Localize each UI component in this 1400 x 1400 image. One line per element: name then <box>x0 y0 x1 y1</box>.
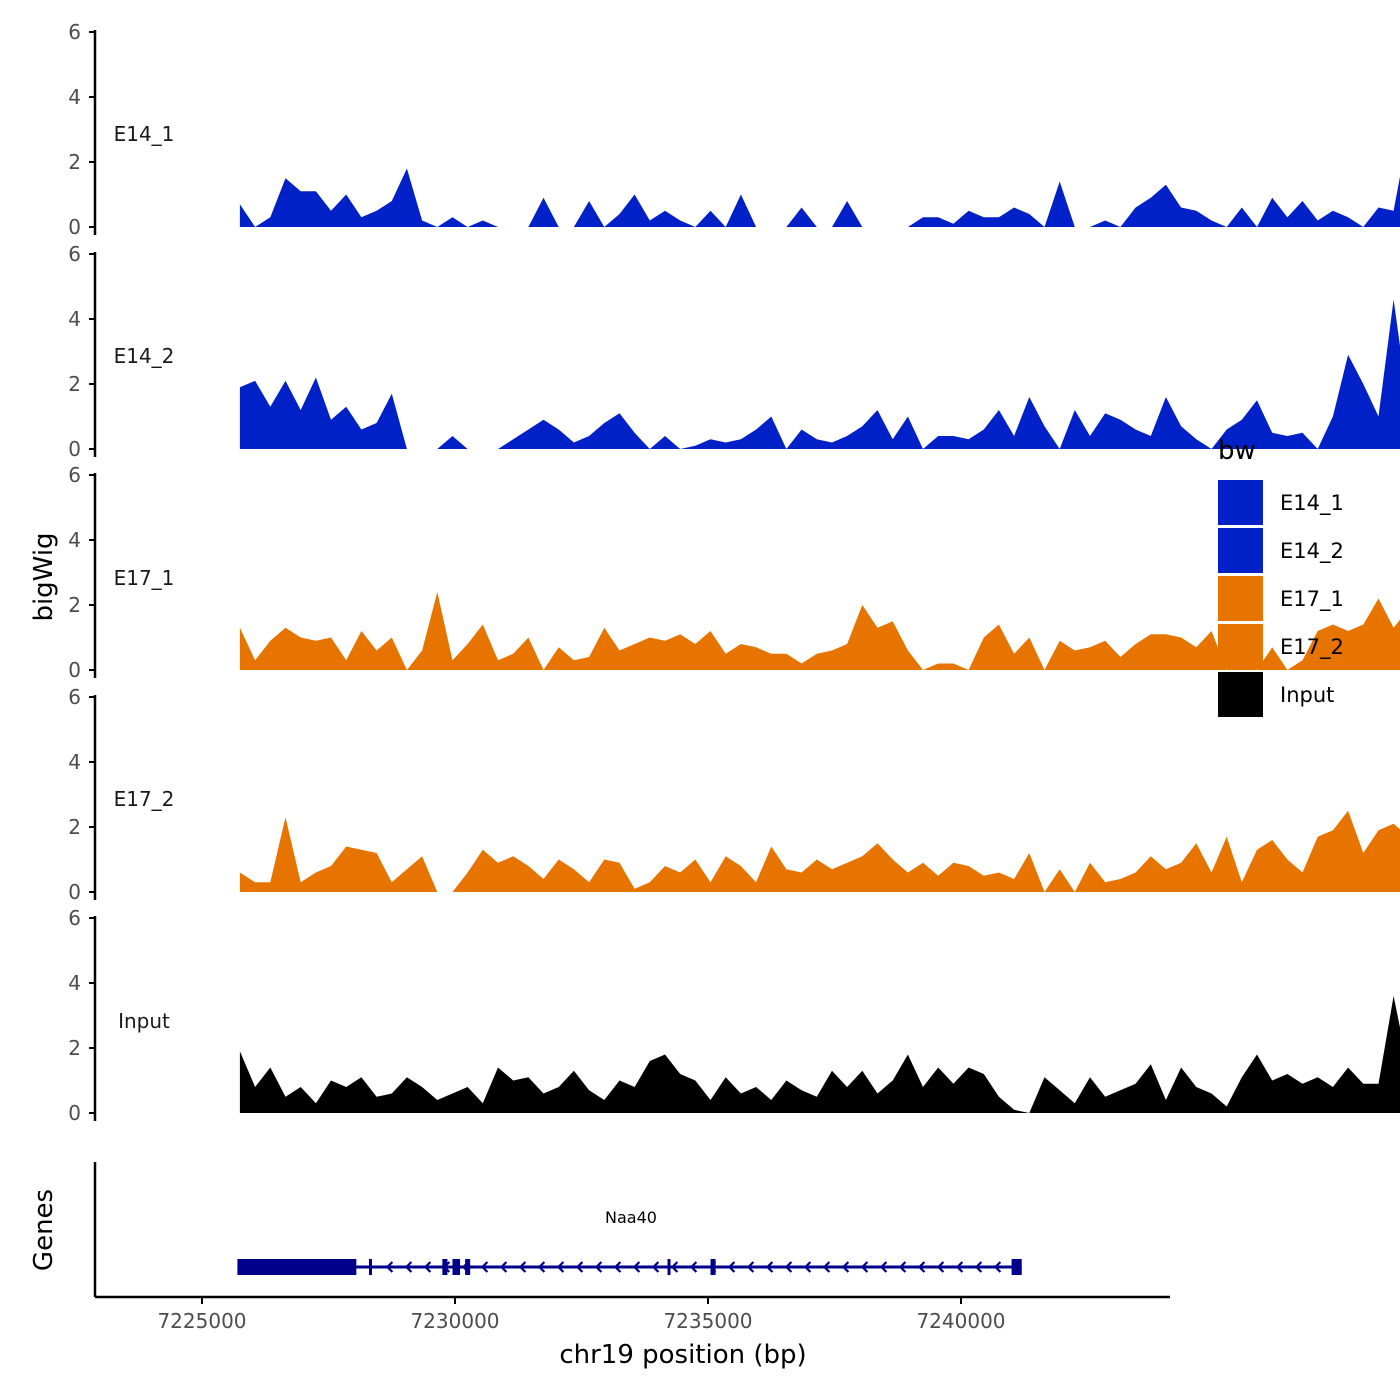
legend-swatch-e17_1 <box>1218 576 1263 621</box>
y-tick-label: 0 <box>68 215 81 239</box>
x-tick-label: 7240000 <box>916 1309 1005 1333</box>
strand-arrow <box>499 1261 508 1273</box>
strand-arrow <box>993 1261 1002 1273</box>
y-axis-title: bigWig <box>29 532 59 621</box>
y-tick-label: 0 <box>68 1101 81 1125</box>
y-tick-label: 6 <box>68 906 81 930</box>
y-tick-label: 2 <box>68 372 81 396</box>
strand-arrow <box>841 1261 850 1273</box>
strand-arrow <box>670 1261 679 1273</box>
x-axis: 7225000 7230000 7235000 7240000 <box>95 1295 1170 1333</box>
strand-arrow <box>613 1261 622 1273</box>
y-tick-label: 4 <box>68 528 81 552</box>
strand-arrow <box>404 1261 413 1273</box>
y-tick-label: 2 <box>68 1036 81 1060</box>
track-panel-e17_1: 0 2 4 6 E17_1 <box>68 463 1400 682</box>
signal-area-e17_1 <box>239 592 1400 670</box>
tracks-layer: 0 2 4 6 E14_1 0 2 4 6 E14_2 0 2 4 6 E17_1 0 2 4 6 E17_2 0 2 4 6… <box>68 20 1400 1125</box>
gene-exon <box>710 1259 716 1275</box>
strand-arrow <box>423 1261 432 1273</box>
gene-exon <box>465 1259 471 1275</box>
strand-arrow <box>575 1261 584 1273</box>
legend-label-e14_1: E14_1 <box>1280 491 1344 516</box>
track-label-input: Input <box>118 1009 170 1033</box>
strand-arrow <box>860 1261 869 1273</box>
strand-arrow <box>385 1261 394 1273</box>
track-panel-e14_1: 0 2 4 6 E14_1 <box>68 20 1400 239</box>
strand-arrow <box>556 1261 565 1273</box>
gene-exon <box>237 1259 357 1275</box>
track-label-e17_2: E17_2 <box>114 787 175 811</box>
strand-arrow <box>955 1261 964 1273</box>
strand-arrow <box>879 1261 888 1273</box>
x-axis-title: chr19 position (bp) <box>559 1340 806 1370</box>
strand-arrow <box>936 1261 945 1273</box>
legend-swatch-e14_2 <box>1218 528 1263 573</box>
legend-label-e14_2: E14_2 <box>1280 539 1344 564</box>
strand-arrow <box>917 1261 926 1273</box>
legend-label-input: Input <box>1280 683 1334 707</box>
track-panel-input: 0 2 4 6 Input <box>68 906 1400 1125</box>
y-tick-label: 0 <box>68 437 81 461</box>
y-tick-label: 6 <box>68 20 81 44</box>
gene-exon <box>368 1259 372 1275</box>
legend-swatch-input <box>1218 672 1263 717</box>
strand-arrow <box>727 1261 736 1273</box>
legend: bw E14_1 E14_2 E17_1 E17_2 Input <box>1218 436 1344 717</box>
strand-arrow <box>689 1261 698 1273</box>
legend-title: bw <box>1218 436 1256 466</box>
strand-arrow <box>537 1261 546 1273</box>
y-tick-label: 0 <box>68 658 81 682</box>
track-label-e14_2: E14_2 <box>114 344 175 368</box>
track-panel-e17_2: 0 2 4 6 E17_2 <box>68 685 1400 904</box>
strand-arrow <box>651 1261 660 1273</box>
y-tick-label: 4 <box>68 971 81 995</box>
genes-track: Naa40 <box>93 1162 1022 1297</box>
y-tick-label: 6 <box>68 685 81 709</box>
strand-arrow <box>518 1261 527 1273</box>
strand-arrow <box>480 1261 489 1273</box>
legend-label-e17_2: E17_2 <box>1280 635 1344 660</box>
strand-arrow <box>898 1261 907 1273</box>
y-tick-label: 2 <box>68 150 81 174</box>
track-label-e17_1: E17_1 <box>114 566 175 590</box>
strand-arrow <box>803 1261 812 1273</box>
strand-arrow <box>746 1261 755 1273</box>
strand-arrow <box>632 1261 641 1273</box>
gene-exon <box>442 1259 448 1275</box>
x-tick-label: 7235000 <box>663 1309 752 1333</box>
legend-swatch-e17_2 <box>1218 624 1263 669</box>
strand-arrow <box>822 1261 831 1273</box>
signal-area-input <box>239 996 1400 1113</box>
y-tick-label: 6 <box>68 463 81 487</box>
strand-arrow <box>974 1261 983 1273</box>
track-panel-e14_2: 0 2 4 6 E14_2 <box>68 242 1400 461</box>
gene-exon <box>452 1259 461 1275</box>
y-tick-label: 2 <box>68 815 81 839</box>
legend-swatch-e14_1 <box>1218 480 1263 525</box>
signal-area-e17_2 <box>239 810 1400 892</box>
signal-area-e14_2 <box>239 299 1400 449</box>
y-tick-label: 4 <box>68 85 81 109</box>
y-tick-label: 4 <box>68 750 81 774</box>
strand-arrow <box>594 1261 603 1273</box>
y-tick-label: 6 <box>68 242 81 266</box>
y-tick-label: 0 <box>68 880 81 904</box>
strand-arrow <box>784 1261 793 1273</box>
x-tick-label: 7230000 <box>410 1309 499 1333</box>
x-tick-label: 7225000 <box>157 1309 246 1333</box>
strand-arrow <box>765 1261 774 1273</box>
signal-area-e14_1 <box>239 168 1400 227</box>
gene-name-label: Naa40 <box>605 1208 657 1227</box>
y-tick-label: 4 <box>68 307 81 331</box>
gene-exon <box>667 1259 671 1275</box>
track-label-e14_1: E14_1 <box>114 122 175 146</box>
gene-exon <box>1011 1259 1022 1275</box>
genes-track-title: Genes <box>29 1189 59 1271</box>
y-tick-label: 2 <box>68 593 81 617</box>
legend-label-e17_1: E17_1 <box>1280 587 1344 612</box>
